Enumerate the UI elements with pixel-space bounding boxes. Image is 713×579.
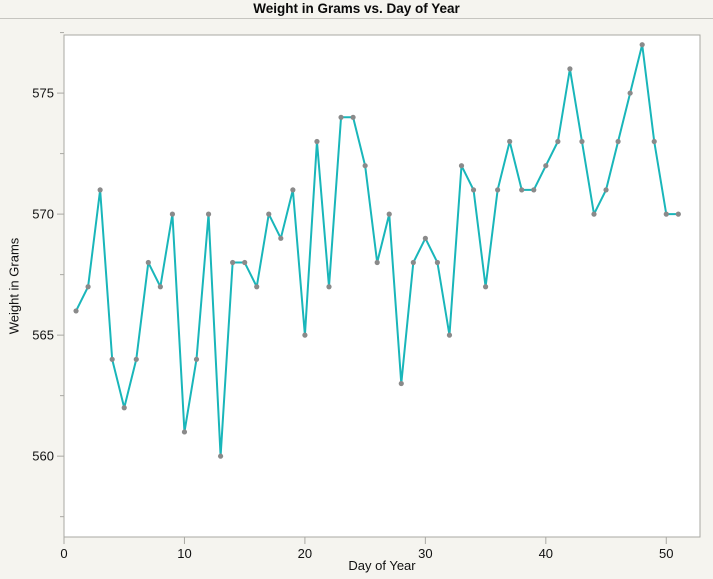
data-point[interactable]	[181, 429, 188, 435]
data-point[interactable]	[169, 211, 176, 217]
data-point[interactable]	[675, 211, 681, 217]
data-point[interactable]	[217, 453, 224, 459]
data-point[interactable]	[543, 163, 549, 169]
x-tick-label: 10	[177, 546, 191, 561]
data-point[interactable]	[458, 163, 465, 169]
data-point[interactable]	[591, 211, 597, 217]
data-point[interactable]	[663, 211, 669, 217]
data-point[interactable]	[422, 235, 428, 241]
x-tick-label: 50	[659, 546, 673, 561]
x-axis-title: Day of Year	[348, 558, 416, 573]
data-point[interactable]	[603, 187, 609, 193]
data-point[interactable]	[519, 187, 525, 193]
data-point[interactable]	[639, 42, 645, 48]
data-point[interactable]	[326, 284, 332, 290]
data-point[interactable]	[290, 187, 296, 193]
data-point[interactable]	[266, 211, 272, 217]
data-point[interactable]	[531, 187, 537, 193]
data-point[interactable]	[495, 187, 501, 193]
data-point[interactable]	[338, 114, 344, 120]
data-point[interactable]	[482, 284, 489, 290]
data-point[interactable]	[507, 138, 513, 145]
data-point[interactable]	[627, 90, 633, 96]
data-point[interactable]	[350, 114, 356, 120]
data-point[interactable]	[157, 284, 163, 290]
data-point[interactable]	[615, 138, 621, 145]
data-point[interactable]	[555, 138, 561, 145]
y-axis-title: Weight in Grams	[6, 237, 22, 335]
y-tick-label: 575	[32, 86, 54, 101]
x-tick-label: 40	[539, 546, 553, 561]
data-point[interactable]	[109, 356, 115, 362]
data-point[interactable]	[133, 356, 139, 362]
data-point[interactable]	[193, 356, 200, 362]
data-point[interactable]	[434, 259, 441, 266]
data-point[interactable]	[254, 284, 260, 290]
y-tick-label: 565	[32, 328, 54, 343]
y-tick-label: 560	[32, 449, 54, 464]
data-point[interactable]	[145, 259, 151, 266]
data-point[interactable]	[314, 138, 320, 145]
data-point[interactable]	[567, 66, 573, 72]
chart-title: Weight in Grams vs. Day of Year	[253, 1, 460, 16]
data-point[interactable]	[205, 211, 212, 217]
title-separator	[0, 18, 713, 19]
data-point[interactable]	[579, 138, 585, 145]
data-point[interactable]	[446, 332, 453, 338]
data-point[interactable]	[410, 259, 416, 266]
data-point[interactable]	[470, 187, 477, 193]
x-tick-label: 20	[298, 546, 312, 561]
data-point[interactable]	[278, 235, 284, 241]
data-point[interactable]	[302, 332, 308, 338]
data-point[interactable]	[386, 211, 392, 217]
y-tick-label: 570	[32, 207, 54, 222]
data-point[interactable]	[85, 284, 91, 290]
data-point[interactable]	[230, 259, 236, 266]
data-point[interactable]	[374, 259, 380, 266]
data-point[interactable]	[398, 380, 404, 387]
x-tick-label: 0	[60, 546, 67, 561]
data-point[interactable]	[651, 138, 657, 145]
data-point[interactable]	[242, 259, 248, 266]
data-point[interactable]	[73, 308, 79, 314]
x-tick-label: 30	[418, 546, 432, 561]
plot-frame	[63, 34, 701, 538]
data-point[interactable]	[97, 187, 103, 193]
data-point[interactable]	[362, 163, 368, 169]
data-point[interactable]	[121, 405, 127, 411]
